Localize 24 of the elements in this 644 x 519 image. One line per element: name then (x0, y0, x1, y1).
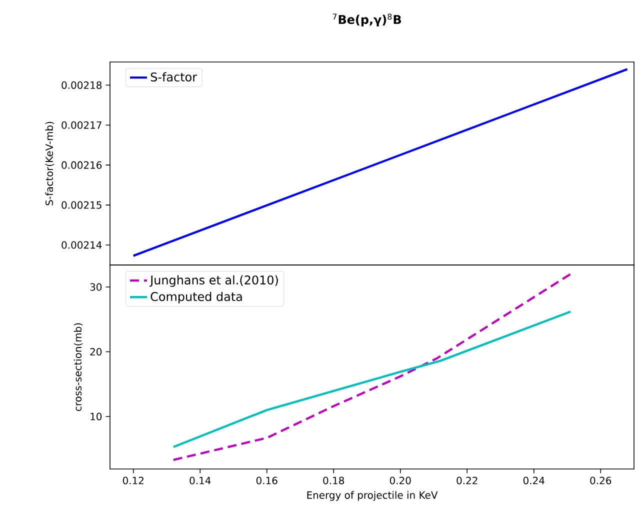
y-tick-label: 30 (90, 283, 102, 291)
x-tick-label: 0.24 (523, 476, 544, 484)
x-tick-label: 0.26 (590, 476, 612, 484)
x-tick-label: 0.16 (256, 476, 278, 484)
y-tick-label: 20 (90, 348, 102, 356)
y-tick-label: 0.00215 (62, 201, 102, 209)
y-tick-label: 0.00218 (62, 81, 102, 89)
y-tick-label: 0.00216 (62, 161, 102, 169)
legend-label: S-factor (150, 72, 198, 82)
y-tick-label: 0.00214 (62, 241, 102, 249)
chart-title: $^{7}$Be(p,γ)$^{8}$B (332, 14, 401, 26)
line-series (172, 310, 572, 448)
x-tick-label: 0.18 (323, 476, 344, 484)
y-tick-label: 10 (90, 412, 102, 420)
y-axis-title: S-factor(KeV-mb) (45, 122, 54, 206)
x-tick-label: 0.12 (122, 476, 144, 484)
y-tick-label: 0.00217 (62, 121, 102, 129)
legend-label: Computed data (150, 292, 242, 304)
x-tick-label: 0.20 (390, 476, 411, 484)
legend-label: Junghans et al.(2010) (149, 275, 278, 287)
x-tick-label: 0.14 (190, 476, 211, 484)
y-axis-title: cross-section(mb) (74, 323, 83, 411)
x-tick-label: 0.22 (456, 476, 478, 484)
x-axis-title: Energy of projectile in KeV (307, 491, 438, 501)
